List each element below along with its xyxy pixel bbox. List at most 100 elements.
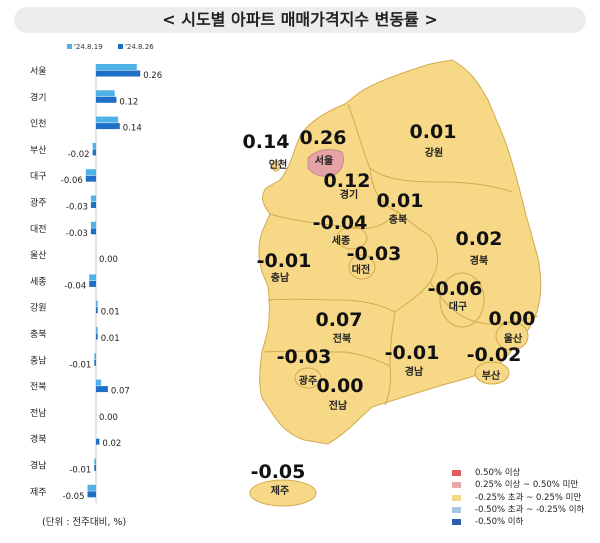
region-value: 0.14	[243, 131, 290, 153]
legend-swatch	[452, 519, 461, 526]
incheon-island	[271, 160, 281, 172]
bar	[94, 465, 96, 471]
category-label: 부산	[30, 145, 47, 156]
bar	[85, 175, 96, 182]
legend-label: -0.50% 초과 ~ -0.25% 이하	[475, 504, 585, 515]
region-name: 전남	[329, 399, 348, 412]
value-label: -0.06	[61, 176, 83, 186]
bar	[90, 221, 96, 228]
province-borders	[263, 103, 539, 406]
legend-label: -0.50% 이하	[475, 517, 524, 528]
region-name: 충남	[271, 271, 290, 284]
region-value: -0.03	[277, 346, 332, 368]
bar	[96, 438, 100, 445]
bar	[90, 228, 96, 235]
korea-map: 0.26서울0.14인천0.12경기0.01강원0.01충북-0.04세종-0.…	[243, 59, 542, 507]
jeonnam-border	[263, 350, 391, 367]
chungbuk-border	[369, 167, 438, 313]
legend-item: -0.50% 이하	[452, 516, 584, 528]
legend-swatch	[452, 494, 461, 501]
category-label: 인천	[30, 119, 47, 130]
region-value: -0.04	[313, 212, 368, 234]
category-label: 충북	[30, 329, 47, 340]
region-name: 전북	[333, 332, 351, 345]
category-label: 서울	[30, 66, 47, 77]
legend-item: -0.50% 초과 ~ -0.25% 이하	[452, 504, 584, 516]
category-label: 충남	[30, 355, 47, 366]
region-name: 경기	[340, 188, 358, 201]
chart-title: < 시도별 아파트 매매가격지수 변동률 >	[14, 7, 586, 33]
region-value: 0.26	[300, 127, 347, 149]
chungnam-border	[269, 211, 399, 230]
jeju-island	[249, 479, 317, 507]
bar	[96, 64, 137, 70]
category-label: 제주	[30, 487, 47, 498]
map-labels: 0.26서울0.14인천0.12경기0.01강원0.01충북-0.04세종-0.…	[243, 121, 536, 497]
category-label: 울산	[30, 250, 47, 261]
bar	[92, 142, 96, 149]
value-label: 0.12	[119, 97, 138, 107]
bar	[96, 96, 117, 103]
bar	[96, 90, 115, 97]
region-name: 대구	[449, 300, 467, 313]
daejeon-region	[348, 254, 376, 280]
value-label: -0.05	[63, 492, 85, 502]
bar	[94, 458, 96, 465]
value-label: 0.01	[101, 334, 120, 344]
legend-swatch	[452, 507, 461, 514]
gangwon-border	[347, 103, 513, 193]
gwangju-region	[294, 367, 322, 389]
category-label: 대구	[30, 171, 47, 182]
category-label: 전북	[30, 382, 47, 393]
bar	[85, 169, 96, 176]
region-name: 세종	[332, 234, 350, 247]
value-label: -0.04	[64, 281, 86, 291]
series-legend-label: '24.8.19	[74, 43, 103, 51]
category-label: 강원	[30, 303, 47, 314]
bar	[96, 379, 102, 386]
legend-label: -0.25% 초과 ~ 0.25% 미만	[475, 492, 582, 503]
value-label: 0.01	[101, 308, 120, 318]
value-label: -0.01	[69, 360, 91, 370]
category-label: 경북	[30, 433, 47, 445]
region-value: -0.02	[467, 344, 522, 366]
legend-swatch	[452, 470, 461, 477]
jeonbuk-border	[267, 298, 396, 313]
series-legend-swatch	[67, 44, 72, 49]
value-label: 0.00	[99, 255, 118, 265]
region-value: -0.03	[347, 243, 402, 265]
bar	[90, 202, 96, 208]
bar	[96, 123, 120, 130]
series-legend-label: '24.8.26	[125, 43, 154, 51]
legend-item: -0.25% 초과 ~ 0.25% 미만	[452, 492, 584, 504]
region-value: -0.01	[257, 250, 312, 272]
region-name: 서울	[315, 154, 333, 167]
legend-item: 0.50% 이상	[452, 467, 584, 479]
region-value: -0.05	[251, 461, 306, 483]
category-label: 세종	[30, 276, 47, 287]
region-value: 0.01	[410, 121, 457, 143]
legend-item: 0.25% 이상 ~ 0.50% 미만	[452, 479, 584, 491]
category-label: 대전	[30, 224, 47, 235]
region-value: 0.12	[324, 170, 371, 192]
region-name: 경북	[470, 254, 488, 267]
value-label: -0.02	[68, 150, 90, 160]
value-label: 0.00	[99, 413, 118, 423]
region-name: 울산	[504, 332, 523, 345]
gyeongnam-border	[384, 311, 396, 406]
region-name: 부산	[482, 369, 501, 382]
region-name: 충북	[389, 213, 407, 226]
bar	[94, 353, 96, 360]
legend-swatch	[452, 482, 461, 489]
bar	[96, 333, 98, 340]
daegu-region	[439, 272, 485, 328]
region-value: -0.01	[385, 342, 440, 364]
region-name: 광주	[299, 375, 317, 387]
value-label: 0.26	[143, 71, 162, 81]
legend-label: 0.25% 이상 ~ 0.50% 미만	[475, 480, 579, 491]
region-name: 강원	[425, 146, 443, 159]
value-label: 0.07	[111, 387, 130, 397]
bar	[92, 149, 96, 156]
bar	[96, 116, 119, 123]
bar	[89, 280, 96, 287]
